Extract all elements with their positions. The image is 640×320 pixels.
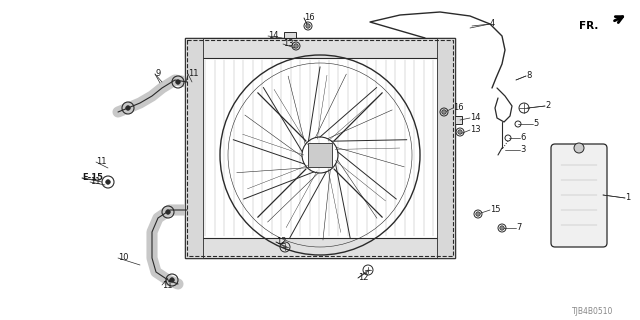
Text: 9: 9	[155, 69, 160, 78]
Circle shape	[306, 24, 310, 28]
Circle shape	[309, 144, 331, 166]
Text: 11: 11	[96, 157, 106, 166]
Bar	[185, 38, 455, 58]
Bar	[284, 32, 296, 40]
Text: TJB4B0510: TJB4B0510	[572, 308, 613, 316]
Text: 16: 16	[453, 103, 463, 113]
Text: E-15: E-15	[82, 173, 103, 182]
Circle shape	[166, 210, 170, 214]
Bar	[185, 38, 203, 258]
Text: 2: 2	[545, 101, 550, 110]
Text: 13: 13	[283, 39, 294, 49]
Circle shape	[442, 110, 446, 114]
Text: 14: 14	[470, 114, 481, 123]
Bar	[187, 40, 453, 256]
Circle shape	[500, 226, 504, 230]
Text: 14: 14	[268, 31, 278, 41]
Text: FR.: FR.	[579, 21, 598, 31]
Bar	[185, 238, 455, 258]
Bar	[450, 116, 462, 124]
Bar	[437, 38, 455, 258]
Circle shape	[106, 180, 110, 184]
Text: 7: 7	[516, 223, 522, 233]
Text: 11: 11	[90, 178, 100, 187]
Text: 8: 8	[526, 71, 531, 81]
Bar	[185, 38, 455, 258]
Circle shape	[176, 80, 180, 84]
Text: 1: 1	[625, 194, 630, 203]
Circle shape	[476, 212, 480, 216]
Circle shape	[294, 44, 298, 48]
Circle shape	[170, 278, 174, 282]
Circle shape	[458, 130, 462, 134]
Text: 13: 13	[470, 125, 481, 134]
Text: 11: 11	[188, 69, 198, 78]
Text: 5: 5	[533, 119, 538, 129]
Bar	[308, 143, 332, 167]
Text: 10: 10	[118, 253, 129, 262]
Text: 16: 16	[304, 13, 315, 22]
Text: 12: 12	[358, 274, 369, 283]
FancyBboxPatch shape	[551, 144, 607, 247]
Circle shape	[574, 143, 584, 153]
Circle shape	[316, 150, 324, 159]
Circle shape	[125, 106, 131, 110]
Text: 11: 11	[162, 281, 173, 290]
Text: 4: 4	[490, 20, 495, 28]
Text: 3: 3	[520, 146, 525, 155]
Text: 12: 12	[276, 237, 287, 246]
Text: 6: 6	[520, 133, 525, 142]
Text: 15: 15	[490, 205, 500, 214]
